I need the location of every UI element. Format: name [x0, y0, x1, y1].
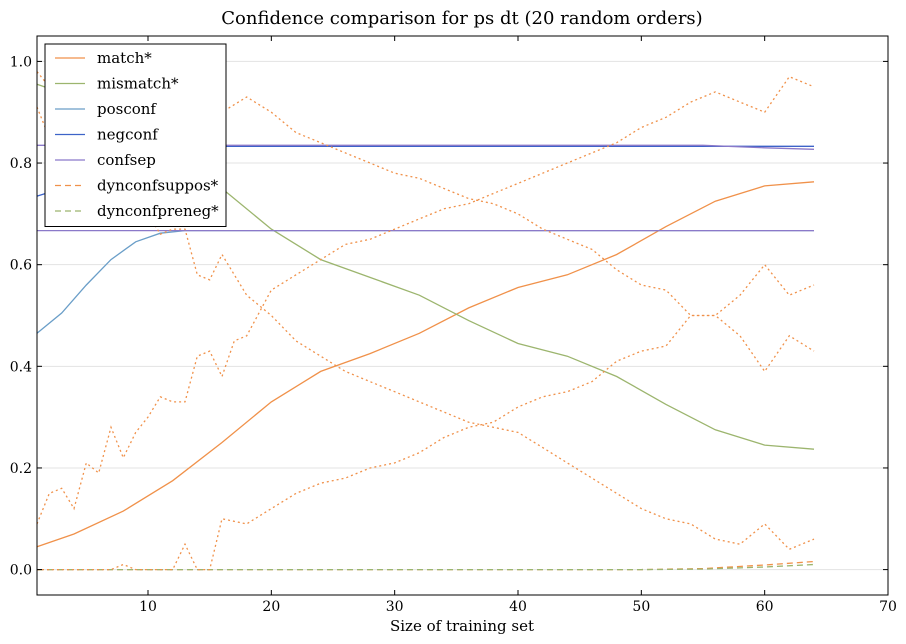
x-tick-label: 50 — [632, 599, 650, 615]
legend-label: match* — [97, 49, 152, 67]
x-tick-label: 20 — [262, 599, 280, 615]
series-line-dynconfsuppos — [37, 560, 815, 571]
chart-title: Confidence comparison for ps dt (20 rand… — [221, 8, 702, 29]
x-tick-label: 70 — [879, 599, 897, 615]
y-tick-label: 1.0 — [10, 54, 32, 70]
x-tick-label: 30 — [386, 599, 404, 615]
legend-box — [44, 43, 227, 227]
x-axis-label: Size of training set — [390, 617, 534, 635]
y-tick-label: 0.4 — [10, 359, 32, 375]
series-line-unlabeled-11 — [36, 71, 815, 373]
x-tick-label: 60 — [756, 599, 774, 615]
legend: match* mismatch* posconf negconf confsep dync… — [44, 43, 227, 227]
legend-label: mismatch* — [97, 75, 179, 93]
y-tick-label: 0.6 — [10, 258, 32, 274]
y-tick-label: 0.0 — [10, 563, 32, 579]
legend-label: dynconfsuppos* — [97, 177, 219, 195]
plot-frame — [36, 35, 889, 596]
legend-label: negconf — [97, 126, 159, 144]
series-line-match — [36, 181, 815, 548]
legend-label: posconf — [97, 100, 157, 118]
y-tick-label: 0.2 — [10, 461, 32, 477]
axis-ticks: 0.0 0.2 0.4 0.6 0.8 1.0 10 20 30 40 50 60 70 — [10, 36, 897, 615]
x-tick-label: 10 — [139, 599, 157, 615]
x-tick-label: 40 — [509, 599, 527, 615]
legend-label: dynconfpreneg* — [97, 202, 219, 220]
series-line-unlabeled-9 — [37, 263, 815, 571]
y-tick-label: 0.8 — [10, 156, 32, 172]
series-line-dynconfpreneg — [37, 563, 815, 571]
series-line-unlabeled-8 — [36, 75, 815, 525]
series-line-posconf — [36, 229, 814, 334]
legend-label: confsep — [97, 151, 156, 169]
